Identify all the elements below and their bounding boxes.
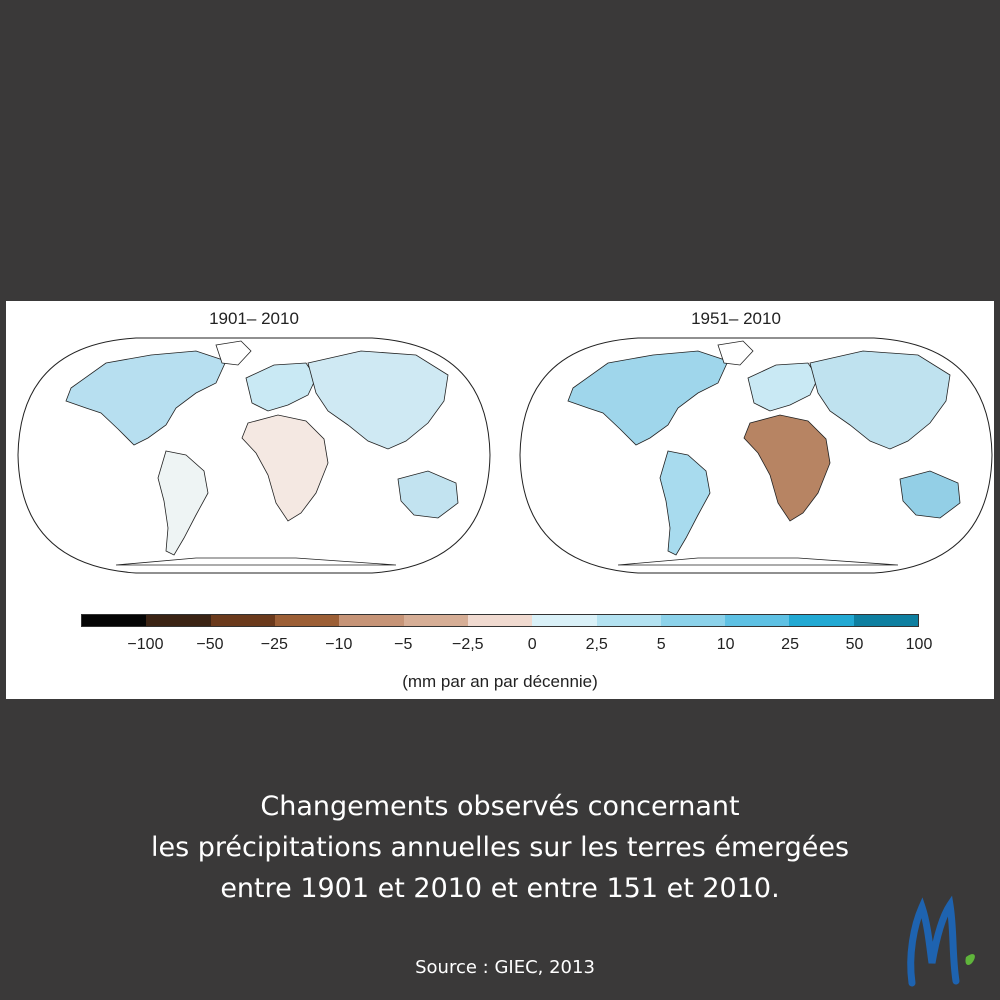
source-credit: Source : GIEC, 2013 <box>415 957 595 978</box>
map-1951-2010 <box>519 337 993 574</box>
legend-swatch-5 <box>403 615 468 626</box>
asia <box>307 350 449 450</box>
antarctica <box>115 557 397 566</box>
map-title-1951: 1951– 2010 <box>691 309 781 328</box>
australia <box>397 470 459 519</box>
color-scale-legend <box>81 614 919 627</box>
south-america <box>157 450 209 556</box>
legend-swatch-0 <box>82 615 147 626</box>
caption-line-1: Changements observés concernant <box>260 791 740 822</box>
legend-tick-label: 2,5 <box>585 636 608 653</box>
legend-swatch-2 <box>210 615 275 626</box>
legend-swatch-11 <box>789 615 854 626</box>
legend-tick-label: −100 <box>127 636 164 653</box>
legend-tick-label: −10 <box>325 636 353 653</box>
caption-line-3: entre 1901 et 2010 et entre 151 et 2010. <box>220 873 780 904</box>
africa <box>241 414 329 522</box>
map-1901-2010 <box>17 337 491 574</box>
caption-line-2: les précipitations annuelles sur les ter… <box>150 832 850 863</box>
figure-panel: 1901– 2010 1951– 2010 −100 −50 −25 −10− <box>6 301 994 699</box>
legend-tick-label: 50 <box>845 636 864 653</box>
north-america <box>65 350 227 446</box>
legend-swatch-3 <box>274 615 340 626</box>
legend-tick-label: −50 <box>196 636 224 653</box>
europe <box>747 362 819 412</box>
map-title-1901: 1901– 2010 <box>209 309 299 328</box>
greenland <box>215 340 252 366</box>
legend-swatch-7 <box>532 615 597 626</box>
legend-tick-label: 5 <box>656 636 666 653</box>
antarctica <box>617 557 899 566</box>
legend-swatch-12 <box>853 615 919 626</box>
europe <box>245 362 317 412</box>
legend-tick-label: 25 <box>781 636 799 653</box>
north-america <box>567 350 729 446</box>
asia <box>809 350 951 450</box>
legend-tick-label: −25 <box>260 636 288 653</box>
australia <box>899 470 961 519</box>
legend-swatch-9 <box>660 615 726 626</box>
legend-swatch-4 <box>339 615 404 626</box>
m-logo-icon <box>907 895 975 987</box>
legend-tick-label: 100 <box>905 636 933 653</box>
south-america <box>659 450 711 556</box>
legend-swatch-1 <box>146 615 211 626</box>
legend-tick-label: −5 <box>394 636 413 653</box>
caption: Changements observés concernant les préc… <box>0 786 1000 909</box>
greenland <box>717 340 754 366</box>
legend-units: (mm par an par décennie) <box>402 672 598 691</box>
africa <box>743 414 831 522</box>
legend-tick-label: 10 <box>716 636 735 653</box>
legend-swatch-8 <box>596 615 661 626</box>
legend-tick-label: −2,5 <box>451 636 484 653</box>
legend-swatch-6 <box>467 615 533 626</box>
legend-swatch-10 <box>725 615 790 626</box>
legend-tick-label: 0 <box>527 636 537 653</box>
